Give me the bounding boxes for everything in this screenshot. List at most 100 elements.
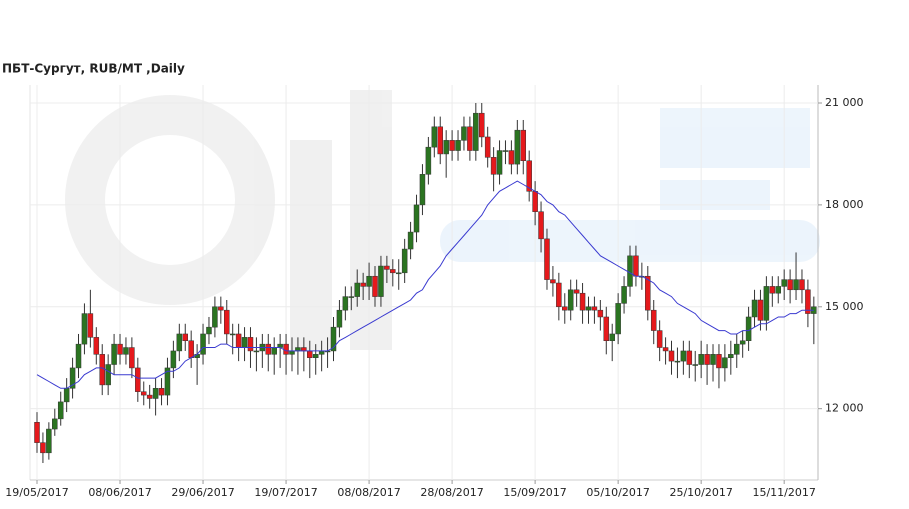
candle-body xyxy=(698,354,704,365)
candle-body xyxy=(692,364,698,366)
candle-body xyxy=(425,146,432,175)
candle-body xyxy=(680,350,687,362)
candle-body xyxy=(283,343,289,355)
candle-body xyxy=(111,343,117,365)
candle-body xyxy=(496,150,503,175)
candle-body xyxy=(805,289,811,314)
candle-body xyxy=(348,296,355,298)
candle-body xyxy=(366,275,372,287)
candle-body xyxy=(526,160,532,192)
candle-body xyxy=(567,289,574,311)
candle-body xyxy=(781,279,787,287)
candle-body xyxy=(40,442,46,454)
candle-body xyxy=(212,306,218,328)
y-tick-label: 21 000 xyxy=(825,96,864,109)
candle-body xyxy=(318,350,325,355)
candle-body xyxy=(467,126,473,151)
candle-body xyxy=(650,309,657,331)
candle-body xyxy=(378,265,384,297)
candle-body xyxy=(490,157,497,175)
candle-body xyxy=(342,296,349,311)
x-tick-label: 19/05/2017 xyxy=(5,486,68,499)
candle-body xyxy=(716,354,722,369)
candle-body xyxy=(235,333,242,348)
candle-body xyxy=(372,275,378,297)
candle-body xyxy=(751,299,758,318)
candle-body xyxy=(443,140,449,155)
candle-body xyxy=(265,343,272,355)
candle-body xyxy=(46,428,52,454)
candle-body xyxy=(81,313,88,345)
candle-body xyxy=(769,286,776,294)
candle-body xyxy=(473,112,479,151)
candle-body xyxy=(633,255,639,277)
candle-body xyxy=(615,303,621,335)
candle-body xyxy=(176,333,183,352)
moving-average-line xyxy=(36,180,814,389)
candle-body xyxy=(224,309,230,335)
candle-body xyxy=(787,279,793,291)
candle-body xyxy=(799,279,805,291)
candle-body xyxy=(360,282,366,287)
candle-body xyxy=(502,150,509,152)
candle-body xyxy=(105,364,111,386)
candle-body xyxy=(775,286,781,294)
candle-body xyxy=(603,316,610,341)
x-tick-label: 05/10/2017 xyxy=(586,486,649,499)
candle-body xyxy=(544,238,550,280)
candle-body xyxy=(312,354,319,358)
candle-body xyxy=(206,326,212,335)
candle-body xyxy=(135,367,141,392)
candle-body xyxy=(662,347,669,352)
candle-body xyxy=(733,343,740,355)
candle-body xyxy=(573,289,580,294)
y-tick-label: 18 000 xyxy=(825,198,864,211)
candle-body xyxy=(218,306,224,311)
candle-body xyxy=(123,347,129,355)
y-tick-label: 12 000 xyxy=(825,402,864,415)
x-tick-label: 08/08/2017 xyxy=(337,486,400,499)
candle-body xyxy=(437,126,443,155)
candle-body xyxy=(461,126,467,141)
candle-body xyxy=(656,330,663,348)
candle-body xyxy=(164,367,171,396)
candle-body xyxy=(69,367,76,389)
candle-body xyxy=(241,337,248,348)
candle-body xyxy=(484,136,491,158)
candle-body xyxy=(93,337,100,355)
candle-body xyxy=(330,326,337,352)
candle-body xyxy=(597,309,604,318)
candle-body xyxy=(793,279,799,291)
chart-title: ПБТ-Сургут, RUB/MT ,Daily xyxy=(2,62,185,76)
candle-body xyxy=(591,306,598,311)
x-tick-label: 15/11/2017 xyxy=(752,486,815,499)
candle-body xyxy=(271,347,277,355)
candle-body xyxy=(674,360,681,363)
candle-body xyxy=(419,174,426,206)
candle-body xyxy=(129,347,135,369)
candle-body xyxy=(556,282,562,308)
candle-body xyxy=(354,282,360,297)
candle-body xyxy=(200,333,206,355)
candle-body xyxy=(253,350,260,353)
candle-body xyxy=(413,204,420,233)
candle-body xyxy=(57,401,64,420)
candle-body xyxy=(585,306,592,311)
candle-body xyxy=(686,350,693,365)
candle-body xyxy=(508,150,515,165)
candle-body xyxy=(745,316,752,341)
candle-body xyxy=(336,309,343,328)
candle-body xyxy=(390,269,396,274)
candle-body xyxy=(627,255,633,287)
candle-body xyxy=(87,313,94,338)
candle-body xyxy=(538,211,544,240)
candle-body xyxy=(550,279,556,284)
candle-body xyxy=(99,354,105,386)
candle-body xyxy=(289,350,295,355)
x-tick-label: 15/09/2017 xyxy=(503,486,566,499)
x-tick-label: 08/06/2017 xyxy=(88,486,151,499)
candle-body xyxy=(520,129,527,161)
candle-body xyxy=(247,337,254,352)
candle-body xyxy=(710,354,716,365)
